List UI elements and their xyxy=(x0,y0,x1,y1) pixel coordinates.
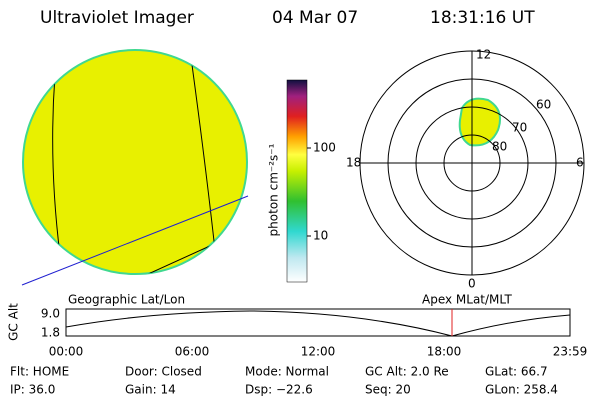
colorbar-tick: 100 xyxy=(313,141,336,155)
status-field: Flt: HOME xyxy=(10,365,69,379)
colorbar-tick: 10 xyxy=(313,229,328,243)
status-field: GLat: 66.7 xyxy=(485,365,548,379)
date: 04 Mar 07 xyxy=(272,8,358,28)
status-field: Gain: 14 xyxy=(125,383,176,397)
right-title: Apex MLat/MLT xyxy=(422,293,512,307)
terminator xyxy=(21,195,249,286)
altitude-curve xyxy=(65,310,571,337)
x-tick: 23:59 xyxy=(553,345,588,359)
polar-labels: 12 18 6 0 60 70 80 xyxy=(346,48,584,291)
status-field: Seq: 20 xyxy=(365,383,411,397)
hour-label: 18 xyxy=(346,156,361,170)
x-tick: 18:00 xyxy=(427,345,462,359)
lat-label: 70 xyxy=(512,121,527,135)
colorbar-label: photon cm⁻²s⁻¹ xyxy=(267,143,281,236)
axis-label: GC Alt xyxy=(7,303,21,341)
x-tick: 00:00 xyxy=(49,345,84,359)
hour-label: 12 xyxy=(476,48,491,62)
earth-image xyxy=(21,49,249,286)
y-tick: 9.0 xyxy=(41,307,60,321)
panel-frame xyxy=(65,308,571,337)
x-tick: 12:00 xyxy=(301,345,336,359)
colorbar: 100 10 photon cm⁻²s⁻¹ xyxy=(267,79,336,283)
status-field: Door: Closed xyxy=(125,365,202,379)
header: Ultraviolet Imager 04 Mar 07 18:31:16 UT xyxy=(40,8,535,28)
footer: Flt: HOME Door: Closed Mode: Normal GC Alt:… xyxy=(10,365,558,397)
status-field: GLon: 258.4 xyxy=(485,383,558,397)
altitude-panel: Geographic Lat/Lon Apex MLat/MLT GC Alt … xyxy=(7,293,588,359)
hour-label: 6 xyxy=(576,156,584,170)
x-tick: 06:00 xyxy=(175,345,210,359)
hour-label: 0 xyxy=(468,277,476,291)
time: 18:31:16 UT xyxy=(430,8,535,28)
status-field: IP: 36.0 xyxy=(10,383,55,397)
colorbar-scale xyxy=(286,79,308,283)
lat-label: 60 xyxy=(536,98,551,112)
left-title: Geographic Lat/Lon xyxy=(68,293,185,307)
status-field: Dsp: −22.6 xyxy=(245,383,313,397)
auroral-oval xyxy=(458,97,501,147)
meridian xyxy=(189,50,216,251)
lat-label: 80 xyxy=(492,140,507,154)
polar-plot xyxy=(359,50,585,276)
y-tick: 1.8 xyxy=(41,326,60,340)
status-field: Mode: Normal xyxy=(245,365,329,379)
status-field: GC Alt: 2.0 Re xyxy=(365,365,449,379)
title: Ultraviolet Imager xyxy=(40,8,194,28)
